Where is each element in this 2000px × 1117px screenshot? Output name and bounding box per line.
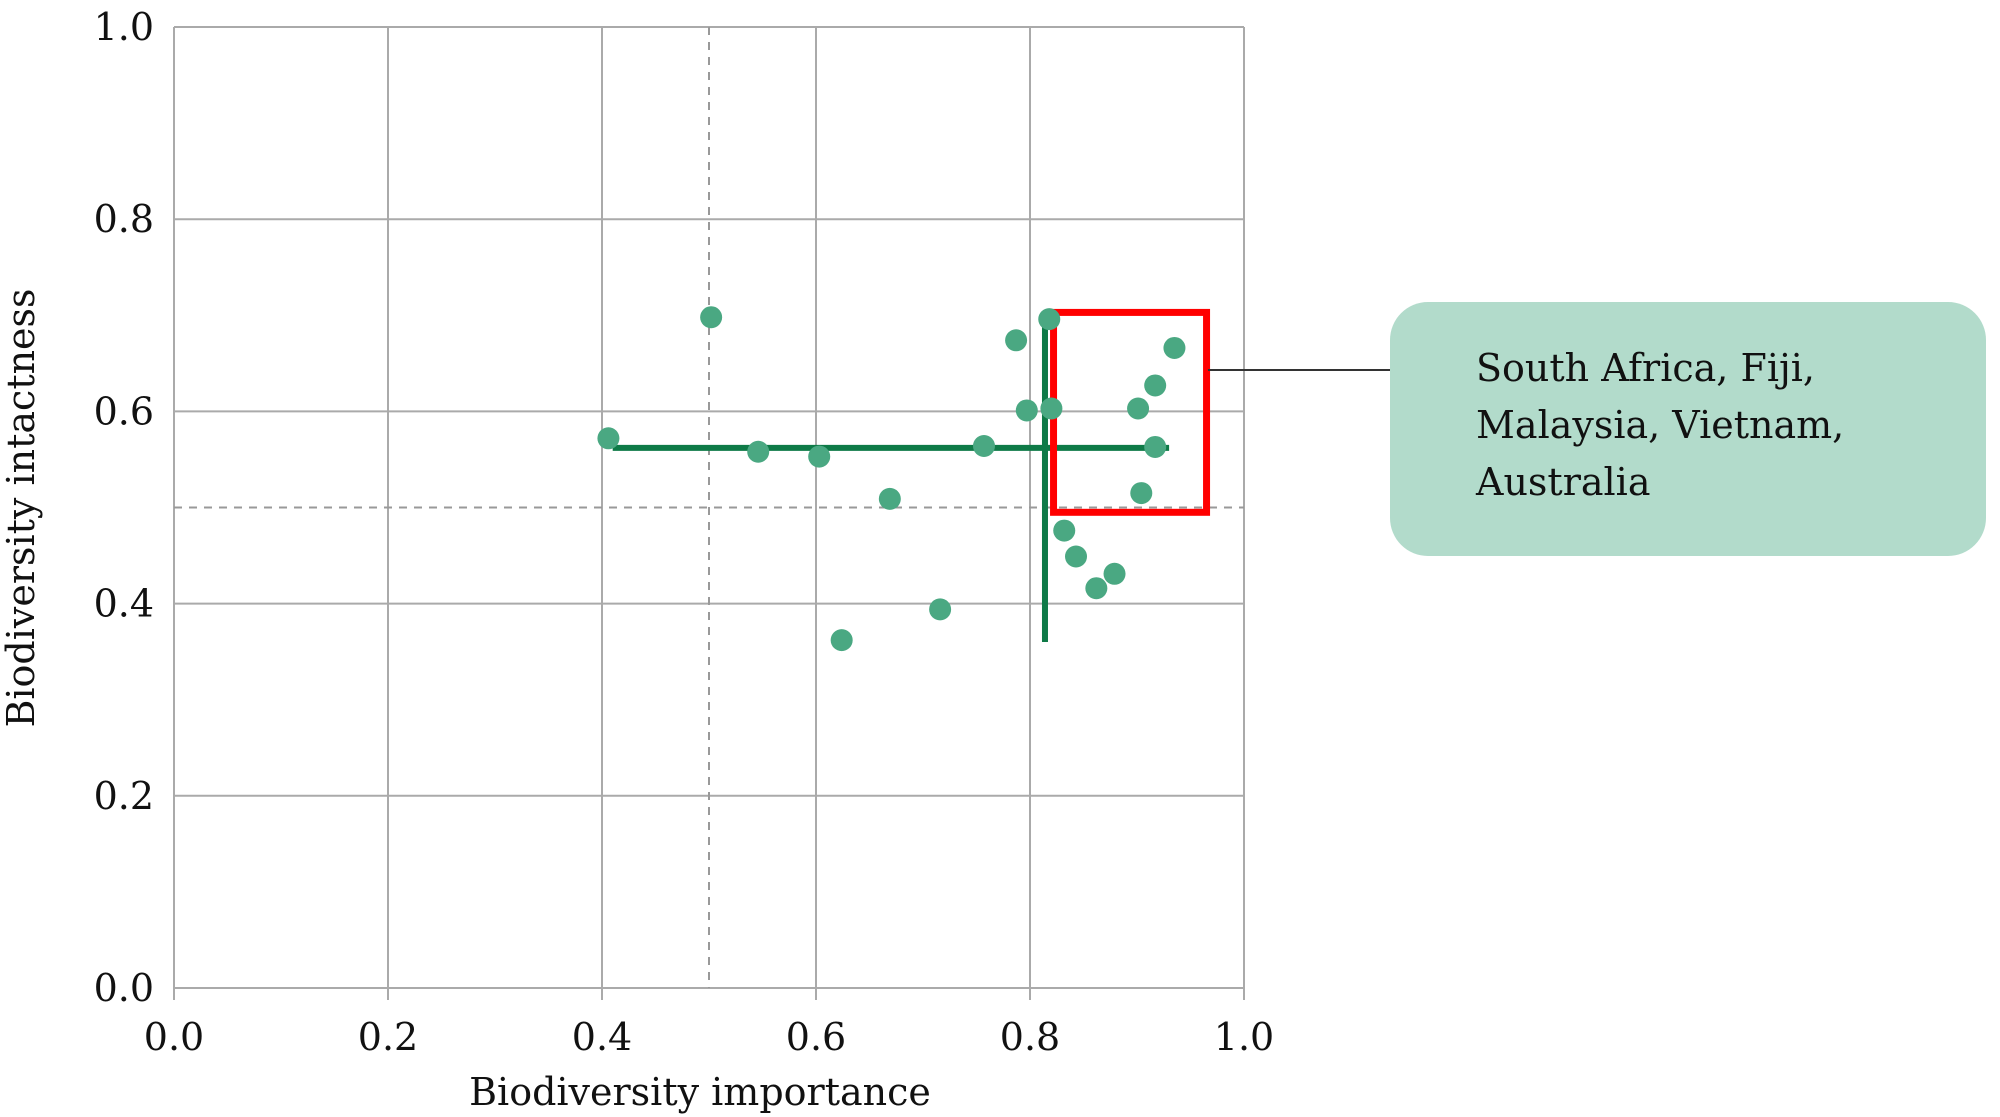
data-point: [1144, 374, 1167, 397]
tick-labels: 0.0 0.2 0.4 0.6 0.8 1.0 0.0 0.2 0.4 0.6 0.8 1.0: [94, 5, 1275, 1059]
threshold-lines: [174, 27, 1244, 988]
data-point: [808, 445, 831, 468]
data-point: [878, 487, 901, 510]
data-point: [1127, 397, 1150, 420]
y-tick-label: 0.6: [94, 389, 154, 433]
data-point: [1038, 308, 1061, 331]
data-point: [1144, 435, 1167, 458]
data-point: [972, 434, 995, 457]
y-tick-label: 0.0: [94, 966, 154, 1010]
x-tick-label: 0.0: [144, 1015, 204, 1059]
x-tick-label: 0.4: [572, 1015, 632, 1059]
annotation-callout: South Africa, Fiji, Malaysia, Vietnam, A…: [1390, 302, 1986, 556]
y-tick-label: 0.2: [94, 774, 154, 818]
x-tick-label: 0.2: [358, 1015, 418, 1059]
y-tick-label: 1.0: [94, 5, 154, 49]
data-point: [1065, 545, 1088, 568]
x-tick-label: 1.0: [1214, 1015, 1274, 1059]
mean-lines: [612, 315, 1170, 643]
data-point: [830, 629, 853, 652]
y-axis-label: Biodiversity intactness: [0, 288, 43, 727]
data-point: [929, 598, 952, 621]
y-tick-label: 0.8: [94, 197, 154, 241]
data-point: [700, 306, 723, 329]
data-point: [1053, 519, 1076, 542]
data-point: [1040, 397, 1063, 420]
data-point: [1103, 562, 1126, 585]
data-points: [597, 306, 1186, 652]
data-point: [1015, 399, 1038, 422]
y-tick-label: 0.4: [94, 582, 154, 626]
annotation-text: South Africa, Fiji, Malaysia, Vietnam, A…: [1476, 346, 1845, 504]
data-point: [1163, 336, 1186, 359]
x-tick-label: 0.8: [1000, 1015, 1060, 1059]
data-point: [597, 427, 620, 450]
data-point: [1085, 577, 1108, 600]
data-point: [747, 440, 770, 463]
data-point: [1130, 482, 1153, 505]
data-point: [1005, 329, 1028, 352]
x-axis-label: Biodiversity importance: [469, 1070, 931, 1114]
x-tick-label: 0.6: [786, 1015, 846, 1059]
